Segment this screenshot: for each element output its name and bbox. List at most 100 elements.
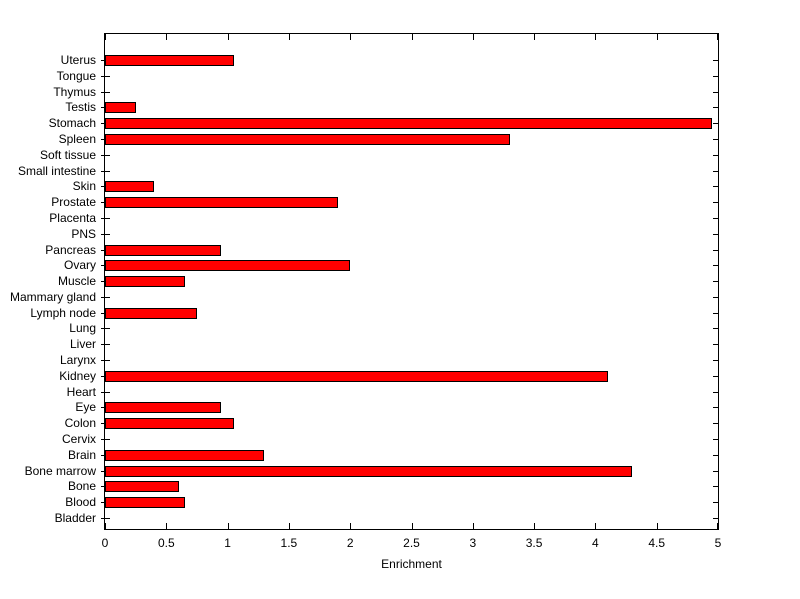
y-tick-mark-right bbox=[713, 265, 718, 267]
x-tick-label-2.5: 2.5 bbox=[403, 536, 420, 550]
x-tick-mark-bottom bbox=[717, 523, 718, 529]
x-tick-mark-bottom bbox=[288, 523, 290, 529]
y-tick-label-testis: Testis bbox=[65, 100, 96, 115]
y-tick-label-bone: Bone bbox=[67, 479, 96, 494]
x-tick-label-5: 5 bbox=[714, 536, 722, 550]
x-tick-mark-top bbox=[105, 34, 106, 40]
y-tick-label-liver: Liver bbox=[69, 337, 96, 352]
bar-prostate bbox=[105, 197, 338, 209]
y-tick-mark-left bbox=[101, 344, 110, 346]
bar-bone bbox=[105, 481, 179, 493]
bar-brain bbox=[105, 449, 265, 461]
x-tick-mark-top bbox=[166, 34, 168, 40]
y-tick-mark-right bbox=[713, 186, 718, 188]
x-axis-title: Enrichment bbox=[381, 557, 442, 571]
y-tick-mark-right bbox=[713, 233, 718, 235]
y-tick-label-pancreas: Pancreas bbox=[45, 242, 96, 257]
x-tick-mark-bottom bbox=[656, 523, 658, 529]
y-tick-mark-right bbox=[713, 344, 718, 346]
x-tick-mark-top bbox=[534, 34, 536, 40]
y-tick-mark-left bbox=[101, 217, 110, 219]
x-tick-label-3.5: 3.5 bbox=[525, 536, 543, 550]
y-tick-mark-right bbox=[713, 328, 718, 330]
y-tick-mark-right bbox=[713, 91, 718, 93]
y-tick-mark-left bbox=[101, 75, 110, 77]
x-tick-mark-bottom bbox=[105, 523, 106, 529]
y-tick-label-thymus: Thymus bbox=[53, 84, 96, 99]
y-tick-label-mammary-gland: Mammary gland bbox=[9, 289, 96, 304]
x-tick-mark-top bbox=[350, 34, 352, 40]
y-tick-mark-right bbox=[713, 470, 718, 472]
y-tick-label-skin: Skin bbox=[72, 179, 96, 194]
x-tick-mark-top bbox=[595, 34, 597, 40]
bar-lymph-node bbox=[105, 307, 197, 319]
x-axis-tick-labels: 0 0.5 1 1.5 2 2.5 3 3.5 4 4.5 5 bbox=[0, 535, 800, 551]
y-tick-label-bladder: Bladder bbox=[54, 511, 96, 525]
y-tick-label-blood: Blood bbox=[65, 495, 96, 510]
y-tick-mark-left bbox=[101, 328, 110, 330]
y-tick-mark-right bbox=[713, 249, 718, 251]
x-tick-mark-top bbox=[227, 34, 229, 40]
y-tick-label-stomach: Stomach bbox=[48, 116, 96, 131]
bar-spleen bbox=[105, 133, 510, 145]
y-tick-label-placenta: Placenta bbox=[49, 210, 96, 225]
bar-eye bbox=[105, 402, 222, 414]
bar-testis bbox=[105, 102, 136, 114]
x-tick-mark-top bbox=[717, 34, 718, 40]
y-tick-mark-right bbox=[713, 407, 718, 409]
y-tick-mark-right bbox=[713, 60, 718, 61]
y-tick-label-lymph-node: Lymph node bbox=[30, 305, 96, 320]
y-tick-label-prostate: Prostate bbox=[51, 195, 96, 210]
y-tick-mark-right bbox=[713, 123, 718, 125]
plot-area bbox=[101, 33, 719, 530]
x-tick-label-2: 2 bbox=[346, 536, 354, 550]
x-tick-label-0: 0 bbox=[101, 536, 109, 550]
x-tick-mark-bottom bbox=[350, 523, 352, 529]
x-tick-mark-bottom bbox=[411, 523, 413, 529]
y-tick-mark-left bbox=[101, 170, 110, 172]
x-tick-label-1.5: 1.5 bbox=[280, 536, 298, 550]
y-tick-mark-left bbox=[101, 154, 110, 156]
bar-muscle bbox=[105, 276, 185, 288]
y-tick-mark-right bbox=[713, 170, 718, 172]
y-tick-label-pns: PNS bbox=[71, 226, 96, 241]
y-tick-mark-right bbox=[713, 107, 718, 109]
y-tick-label-small-intestine: Small intestine bbox=[17, 163, 96, 178]
x-tick-mark-bottom bbox=[472, 523, 474, 529]
bar-blood bbox=[105, 497, 185, 509]
y-tick-mark-left bbox=[101, 439, 110, 441]
y-tick-label-brain: Brain bbox=[67, 447, 96, 462]
y-tick-mark-left bbox=[101, 360, 110, 362]
bar-skin bbox=[105, 181, 155, 193]
y-tick-label-eye: Eye bbox=[75, 400, 96, 415]
x-tick-label-3: 3 bbox=[469, 536, 477, 550]
y-tick-mark-right bbox=[713, 360, 718, 362]
y-tick-mark-right bbox=[713, 391, 718, 393]
x-tick-mark-top bbox=[411, 34, 413, 40]
y-tick-mark-right bbox=[713, 312, 718, 314]
x-tick-mark-bottom bbox=[227, 523, 229, 529]
y-tick-label-larynx: Larynx bbox=[59, 353, 96, 368]
x-tick-mark-top bbox=[472, 34, 474, 40]
y-tick-mark-left bbox=[101, 91, 110, 93]
y-tick-label-colon: Colon bbox=[64, 416, 96, 431]
y-tick-mark-right bbox=[713, 486, 718, 488]
y-tick-mark-left bbox=[101, 296, 110, 298]
y-tick-mark-right bbox=[713, 154, 718, 156]
bar-uterus bbox=[105, 55, 234, 66]
y-tick-mark-right bbox=[713, 375, 718, 377]
bar-colon bbox=[105, 418, 234, 430]
y-tick-label-soft-tissue: Soft tissue bbox=[39, 147, 96, 162]
x-tick-mark-bottom bbox=[166, 523, 168, 529]
x-tick-label-4: 4 bbox=[592, 536, 599, 550]
x-tick-label-0.5: 0.5 bbox=[157, 536, 175, 550]
bar-kidney bbox=[105, 370, 608, 382]
y-tick-mark-right bbox=[713, 296, 718, 298]
x-tick-mark-top bbox=[288, 34, 290, 40]
y-tick-label-lung: Lung bbox=[69, 321, 96, 336]
y-tick-label-cervix: Cervix bbox=[61, 432, 96, 447]
y-tick-label-spleen: Spleen bbox=[58, 131, 96, 146]
y-axis-labels: Uterus Tongue Thymus Testis Stomach Spleen Sof… bbox=[0, 34, 96, 529]
bar-bone-marrow bbox=[105, 465, 633, 477]
